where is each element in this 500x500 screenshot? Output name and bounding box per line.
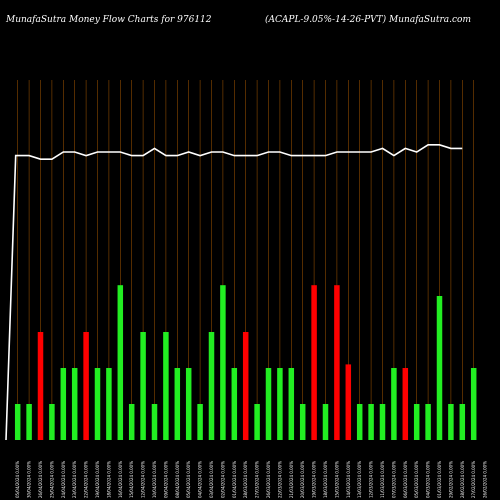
date-label: 19/04/2024 0.00% <box>95 461 100 498</box>
date-label: 26/02/2024 0.00% <box>483 461 488 498</box>
date-label: 19/03/2024 0.00% <box>312 461 317 498</box>
money-flow-line-group <box>5 144 463 441</box>
bar-up <box>185 368 192 440</box>
date-label: 18/04/2024 0.00% <box>106 461 111 498</box>
bar-up <box>391 368 397 440</box>
date-label: 22/03/2024 0.00% <box>277 461 282 498</box>
bar-up <box>208 332 215 440</box>
bar-down <box>334 285 340 440</box>
date-label: 26/03/2024 0.00% <box>266 461 271 498</box>
date-label: 13/03/2024 0.00% <box>357 461 362 498</box>
bar-up <box>163 332 169 440</box>
date-label: 18/03/2024 0.00% <box>323 461 328 498</box>
bar-up <box>49 404 55 440</box>
date-label: 27/03/2024 0.00% <box>255 461 260 498</box>
bars-group <box>14 285 477 440</box>
date-label: 29/02/2024 0.00% <box>448 461 453 498</box>
date-labels-group: 05/04/2024 0.00% 30/04/2024 0.00% 26/04/20… <box>15 461 487 498</box>
bar-down <box>242 332 249 440</box>
date-label: 28/02/2024 0.00% <box>460 461 465 498</box>
date-label: 08/04/2024 0.00% <box>175 461 180 498</box>
chart-title-left: MunafaSutra Money Flow Charts for 976112 <box>5 15 212 25</box>
date-label: 05/03/2024 0.00% <box>414 461 419 498</box>
bar-up <box>231 368 238 440</box>
date-label: 23/04/2024 0.00% <box>72 461 77 498</box>
date-label: 21/03/2024 0.00% <box>289 461 294 498</box>
bar-up <box>60 368 67 440</box>
date-label: 04/03/2024 0.00% <box>426 461 431 498</box>
bar-up <box>288 368 295 440</box>
date-label: 01/03/2024 0.00% <box>437 461 442 498</box>
date-label: 12/04/2024 0.00% <box>141 461 146 498</box>
date-label: 15/03/2024 0.00% <box>334 461 339 498</box>
date-label: 05/04/2024 0.00% <box>186 461 191 498</box>
date-label: 25/04/2024 0.00% <box>49 461 54 498</box>
date-label: 01/04/2024 0.00% <box>232 461 237 498</box>
bar-up <box>14 404 21 440</box>
bar-up <box>140 332 146 440</box>
bar-up <box>368 404 374 440</box>
bar-up <box>425 404 431 440</box>
bar-up <box>299 404 306 440</box>
bar-up <box>448 404 454 440</box>
date-label: 11/03/2024 0.00% <box>380 461 385 498</box>
bar-up <box>322 404 329 440</box>
date-label: 02/04/2024 0.00% <box>220 461 225 498</box>
date-label: 05/04/2024 0.00% <box>15 461 20 498</box>
bar-up <box>436 296 443 440</box>
bar-down <box>37 332 44 440</box>
date-label: 27/02/2024 0.00% <box>471 461 476 498</box>
bar-up <box>459 404 466 440</box>
date-label: 24/04/2024 0.00% <box>61 461 66 498</box>
bar-up <box>94 368 101 440</box>
date-label: 03/04/2024 0.00% <box>209 461 214 498</box>
bar-up <box>220 285 226 440</box>
date-label: 16/04/2024 0.00% <box>118 461 123 498</box>
date-label: 15/04/2024 0.00% <box>129 461 134 498</box>
bar-up <box>128 404 135 440</box>
bar-up <box>117 285 124 440</box>
date-label: 20/03/2024 0.00% <box>300 461 305 498</box>
bar-down <box>345 364 352 440</box>
bar-up <box>379 404 386 440</box>
date-label: 28/03/2024 0.00% <box>243 461 248 498</box>
bar-up <box>197 404 203 440</box>
date-label: 12/03/2024 0.00% <box>369 461 374 498</box>
date-label: 26/04/2024 0.00% <box>38 461 43 498</box>
date-label: 30/04/2024 0.00% <box>27 461 32 498</box>
bar-up <box>151 404 158 440</box>
bar-up <box>470 368 477 440</box>
date-label: 07/03/2024 0.00% <box>391 461 396 498</box>
bar-down <box>311 285 317 440</box>
date-label: 04/04/2024 0.00% <box>198 461 203 498</box>
money-flow-line <box>5 144 463 441</box>
date-label: 06/03/2024 0.00% <box>403 461 408 498</box>
date-label: 14/03/2024 0.00% <box>346 461 351 498</box>
bar-up <box>174 368 181 440</box>
bar-up <box>356 404 363 440</box>
bar-up <box>106 368 112 440</box>
chart-title-right: (ACAPL-9.05%-14-26-PVT) MunafaSutra.com <box>265 14 471 25</box>
bar-up <box>26 404 32 440</box>
bar-up <box>265 368 272 440</box>
date-label: 10/04/2024 0.00% <box>152 461 157 498</box>
bar-up <box>277 368 283 440</box>
date-label: 09/04/2024 0.00% <box>163 461 168 498</box>
bar-down <box>402 368 409 440</box>
bar-up <box>71 368 78 440</box>
date-label: 22/04/2024 0.00% <box>84 461 89 498</box>
bar-up <box>413 404 420 440</box>
bar-down <box>83 332 89 440</box>
bar-up <box>254 404 260 440</box>
